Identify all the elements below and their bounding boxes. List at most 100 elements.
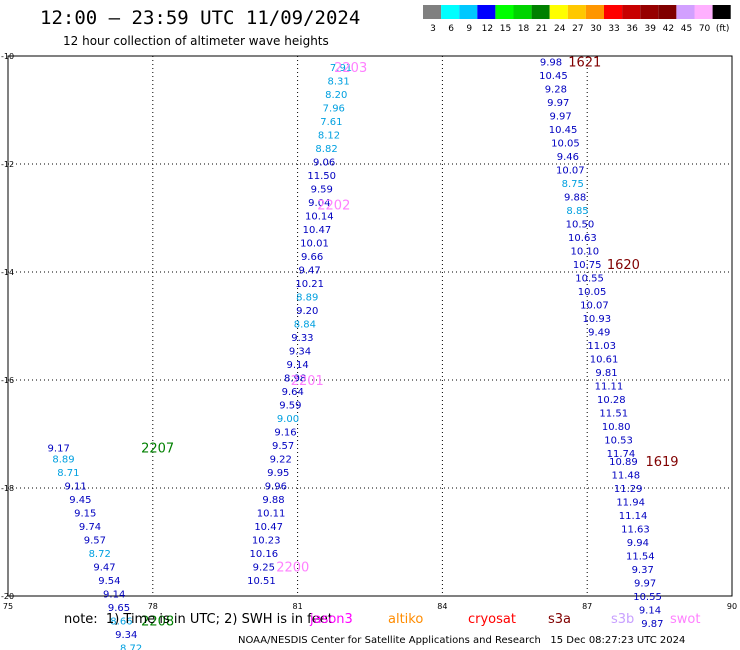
colorbar-swatch bbox=[622, 5, 641, 19]
wave-height-value: 9.06 bbox=[313, 157, 335, 168]
wave-height-value: 9.64 bbox=[282, 387, 304, 398]
track-time-label: 1621 bbox=[568, 55, 601, 70]
wave-height-value: 11.63 bbox=[621, 525, 650, 536]
colorbar-label: 39 bbox=[645, 24, 657, 34]
wave-height-value: 10.80 bbox=[602, 422, 631, 433]
wave-height-value: 9.66 bbox=[301, 252, 323, 263]
footnote: note: 1) Time is in UTC; 2) SWH is in fe… bbox=[64, 612, 333, 627]
colorbar-label: 12 bbox=[482, 24, 493, 34]
track-time-label: 2201 bbox=[291, 374, 324, 389]
satellite-altiko: altiko bbox=[388, 612, 424, 627]
wave-height-value: 9.33 bbox=[291, 333, 313, 344]
wave-height-value: 10.07 bbox=[580, 300, 609, 311]
colorbar-swatch bbox=[549, 5, 568, 19]
wave-height-value: 10.01 bbox=[300, 238, 329, 249]
colorbar-swatch bbox=[712, 5, 731, 19]
wave-height-value: 8.20 bbox=[325, 90, 347, 101]
wave-height-value: 10.75 bbox=[573, 260, 602, 271]
colorbar-swatch bbox=[658, 5, 677, 19]
wave-height-value: 8.12 bbox=[318, 130, 340, 141]
wave-height-value: 9.14 bbox=[103, 589, 125, 600]
track-time-label: 2207 bbox=[141, 442, 174, 457]
colorbar-label: 70 bbox=[699, 24, 711, 34]
colorbar-swatch bbox=[477, 5, 496, 19]
x-tick-label: 78 bbox=[148, 602, 158, 611]
wave-height-value: 9.98 bbox=[540, 57, 562, 68]
wave-height-value: 9.97 bbox=[634, 579, 656, 590]
wave-height-value: 9.81 bbox=[595, 368, 617, 379]
wave-height-value: 10.05 bbox=[551, 138, 580, 149]
track-time-label: 1619 bbox=[645, 455, 678, 470]
y-tick-label: -16 bbox=[1, 376, 14, 385]
colorbar-swatch bbox=[495, 5, 514, 19]
wave-height-value: 9.88 bbox=[262, 495, 284, 506]
wave-height-value: 7.91 bbox=[330, 63, 352, 74]
wave-height-value: 9.20 bbox=[296, 306, 318, 317]
wave-height-value: 9.28 bbox=[545, 84, 567, 95]
colorbar-swatch bbox=[604, 5, 623, 19]
wave-height-value: 9.46 bbox=[557, 152, 579, 163]
y-tick-label: -10 bbox=[1, 52, 14, 61]
y-tick-label: -18 bbox=[1, 484, 14, 493]
wave-height-value: 9.95 bbox=[267, 468, 289, 479]
wave-height-value: 9.94 bbox=[627, 538, 649, 549]
wave-height-value: 10.53 bbox=[604, 435, 633, 446]
satellite-s3a: s3a bbox=[548, 612, 572, 627]
track-time-label: 2203 bbox=[334, 61, 367, 76]
wave-height-value: 10.47 bbox=[254, 522, 283, 533]
colorbar-label: 9 bbox=[466, 24, 472, 34]
wave-height-value: 7.96 bbox=[323, 103, 345, 114]
y-tick-label: -20 bbox=[1, 592, 14, 601]
colorbar-swatch bbox=[459, 5, 478, 19]
colorbar-swatch bbox=[513, 5, 532, 19]
color-scale-legend: 3 6 9 12 15 18 21 24 27 30 33 36 39 42 45 70 (ft) bbox=[423, 5, 731, 34]
wave-height-value: 10.45 bbox=[539, 71, 568, 82]
wave-height-value: 8.75 bbox=[562, 179, 584, 190]
wave-height-value: 11.54 bbox=[626, 552, 655, 563]
wave-height-value: 8.31 bbox=[327, 76, 349, 87]
wave-height-value: 9.47 bbox=[93, 562, 115, 573]
wave-height-value: 8.85 bbox=[566, 206, 588, 217]
wave-height-value: 10.11 bbox=[257, 508, 286, 519]
chart-title: 12:00 – 23:59 UTC 11/09/2024 bbox=[40, 7, 361, 29]
wave-height-value: 11.48 bbox=[611, 471, 640, 482]
colorbar-swatch bbox=[694, 5, 713, 19]
wave-height-value: 10.61 bbox=[590, 354, 619, 365]
wave-height-value: 9.87 bbox=[641, 619, 663, 630]
colorbar-label: 45 bbox=[681, 24, 692, 34]
wave-height-value: 8.72 bbox=[89, 549, 111, 560]
wave-height-value: 8.72 bbox=[120, 643, 142, 650]
wave-height-value: 8.89 bbox=[52, 454, 74, 465]
satellite-cryosat: cryosat bbox=[468, 612, 516, 627]
wave-height-value: 11.74 bbox=[607, 449, 636, 460]
colorbar-label: 3 bbox=[430, 24, 436, 34]
wave-height-value: 9.57 bbox=[84, 535, 106, 546]
track-time-label: 1620 bbox=[607, 258, 640, 273]
wave-height-value: 9.22 bbox=[270, 454, 292, 465]
wave-height-value: 9.59 bbox=[311, 184, 333, 195]
wave-height-value: 9.37 bbox=[632, 565, 654, 576]
colorbar-swatch bbox=[531, 5, 550, 19]
wave-height-value: 9.14 bbox=[286, 360, 308, 371]
wave-height-value: 9.00 bbox=[277, 414, 299, 425]
wave-height-value: 9.34 bbox=[115, 630, 137, 641]
wave-height-value: 8.89 bbox=[296, 292, 318, 303]
wave-height-value: 9.14 bbox=[639, 606, 661, 617]
wave-height-value: 7.61 bbox=[320, 117, 342, 128]
x-tick-label: 84 bbox=[437, 602, 447, 611]
chart-subtitle: 12 hour collection of altimeter wave hei… bbox=[63, 34, 329, 48]
wave-height-value: 10.07 bbox=[556, 165, 585, 176]
wave-height-value: 11.94 bbox=[616, 498, 645, 509]
colorbar-label: 36 bbox=[626, 24, 638, 34]
wave-height-value: 8.71 bbox=[57, 468, 79, 479]
satellite-jason3: jason3 bbox=[310, 612, 353, 627]
wave-height-value: 9.97 bbox=[550, 111, 572, 122]
wave-height-value: 9.97 bbox=[547, 98, 569, 109]
wave-height-value: 10.55 bbox=[633, 592, 662, 603]
wave-height-value: 9.34 bbox=[289, 346, 311, 357]
colorbar-swatch bbox=[441, 5, 460, 19]
wave-height-value: 10.63 bbox=[568, 233, 597, 244]
credit-line: NOAA/NESDIS Center for Satellite Applica… bbox=[238, 635, 686, 646]
wave-height-value: 9.88 bbox=[564, 192, 586, 203]
wave-height-value: 10.14 bbox=[305, 211, 334, 222]
